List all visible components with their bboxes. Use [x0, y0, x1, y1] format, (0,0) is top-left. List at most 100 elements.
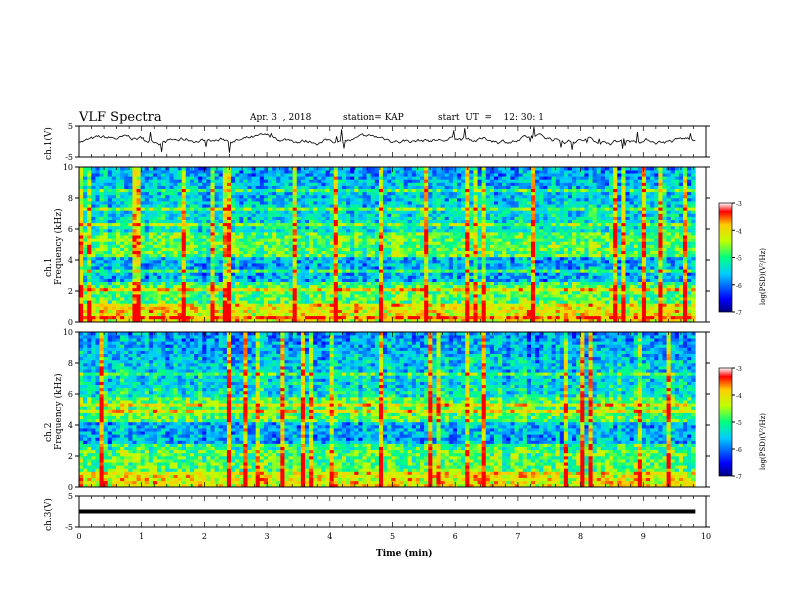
- ch1-spectrogram-cell: [276, 275, 281, 279]
- ch1-spectrogram-cell: [399, 284, 404, 289]
- ch1-spectrogram-cell: [300, 222, 306, 227]
- ch1-spectrogram-cell: [115, 263, 121, 267]
- ch1-spectrogram-cell: [251, 287, 256, 292]
- ch1-spectrogram-cell: [415, 256, 421, 261]
- ch1-spectrogram-cell: [346, 213, 351, 217]
- ch1-spectrogram-cell: [91, 179, 96, 183]
- ch1-spectrogram-cell: [103, 263, 109, 267]
- ch1-spectrogram-cell: [157, 179, 162, 183]
- ch1-spectrogram-cell: [444, 250, 450, 255]
- ch1-spectrogram-cell: [403, 250, 409, 255]
- ch1-spectrogram-cell: [161, 278, 166, 282]
- ch1-spectrogram-cell: [370, 201, 376, 205]
- ch1-spectrogram-cell: [284, 244, 289, 248]
- ch1-spectrogram-cell: [268, 235, 273, 239]
- ch1-spectrogram-cell: [469, 287, 474, 292]
- ch1-spectrogram-cell: [337, 241, 343, 245]
- ch1-spectrogram-cell: [461, 306, 466, 310]
- ch1-spectrogram-cell: [457, 201, 462, 205]
- ch1-spectrogram-cell: [136, 244, 141, 248]
- ch1-spectrogram-cell: [288, 291, 293, 295]
- ch1-spectrogram-cell: [185, 250, 191, 255]
- ch1-spectrogram-cell: [226, 173, 232, 177]
- ch1-spectrogram-cell: [296, 250, 302, 255]
- ch1-spectrogram-cell: [292, 281, 298, 286]
- ch1-spectrogram-cell: [132, 191, 137, 196]
- ch1-spectrogram-cell: [432, 232, 437, 236]
- ch1-spectrogram-cell: [161, 207, 166, 211]
- ch1-spectrogram-cell: [304, 244, 310, 248]
- ch1-spectrogram-cell: [272, 216, 277, 220]
- ch1-spectrogram-cell: [226, 291, 232, 295]
- ch1-spectrogram-cell: [103, 244, 109, 248]
- ch1-spectrogram-cell: [218, 303, 224, 307]
- ch1-spectrogram-cell: [473, 179, 478, 183]
- ch1-spectrogram-cell: [210, 272, 215, 276]
- ch1-spectrogram-cell: [391, 266, 396, 270]
- ch1-spectrogram-cell: [317, 266, 322, 270]
- ch1-spectrogram-cell: [424, 275, 429, 279]
- ch1-spectrogram-cell: [218, 173, 224, 177]
- ch1-spectrogram-cell: [436, 250, 441, 255]
- ch1-spectrogram-cell: [124, 291, 129, 295]
- ch1-spectrogram-cell: [465, 287, 470, 292]
- ch1-spectrogram-cell: [210, 244, 215, 248]
- ch1-spectrogram-cell: [231, 269, 236, 273]
- ch1-spectrogram-cell: [444, 291, 450, 295]
- ch1-spectrogram-cell: [124, 256, 129, 261]
- ch1-spectrogram-cell: [362, 179, 367, 183]
- ch1-spectrogram-cell: [292, 170, 298, 174]
- ch1-spectrogram-cell: [161, 315, 166, 320]
- ch1-spectrogram-cell: [132, 272, 137, 276]
- ch1-spectrogram-cell: [185, 275, 191, 279]
- ch1-spectrogram-cell: [313, 238, 318, 242]
- ch1-spectrogram-cell: [161, 229, 166, 233]
- ch1-spectrogram-cell: [432, 182, 437, 186]
- ch1-spectrogram-cell: [83, 198, 88, 202]
- ch1-spectrogram-cell: [115, 198, 121, 202]
- ch1-spectrogram-cell: [420, 225, 425, 230]
- ch1-spectrogram-cell: [448, 188, 454, 193]
- ch1-spectrogram-cell: [243, 173, 248, 177]
- ch1-spectrogram-cell: [341, 188, 347, 193]
- ch1-spectrogram-cell: [296, 281, 302, 286]
- ch1-spectrogram-cell: [79, 312, 84, 317]
- ch1-spectrogram-cell: [144, 256, 150, 261]
- ch1-spectrogram-cell: [198, 204, 203, 208]
- ch1-spectrogram-cell: [403, 272, 409, 276]
- ch1-spectrogram-cell: [325, 182, 330, 186]
- ch1-spectrogram-cell: [157, 216, 162, 220]
- ch1-spectrogram-cell: [374, 253, 380, 258]
- ch1-spectrogram-cell: [333, 201, 339, 205]
- ch1-spectrogram-cell: [317, 229, 322, 233]
- ch1-spectrogram-cell: [411, 272, 417, 276]
- ch1-spectrogram-cell: [222, 219, 228, 224]
- ch1-spectrogram-cell: [185, 185, 191, 189]
- ch1-spectrogram-cell: [366, 263, 372, 267]
- ch1-spectrogram-cell: [83, 244, 88, 248]
- ch1-spectrogram-cell: [259, 216, 265, 220]
- ch1-spectrogram-cell: [440, 225, 445, 230]
- ch1-spectrogram-cell: [148, 312, 154, 317]
- ch1-spectrogram-cell: [366, 300, 372, 304]
- ch1-spectrogram-cell: [251, 275, 256, 279]
- ch1-spectrogram-cell: [473, 294, 478, 298]
- ch1-spectrogram-cell: [432, 238, 437, 242]
- ch1-spectrogram-cell: [317, 232, 322, 236]
- ch1-spectrogram-cell: [148, 225, 154, 230]
- ch1-spectrogram-cell: [461, 232, 466, 236]
- ch1-spectrogram-cell: [362, 272, 367, 276]
- ch1-spectrogram-cell: [120, 275, 125, 279]
- ch1-spectrogram-cell: [87, 173, 92, 177]
- ch1-spectrogram-cell: [391, 222, 396, 227]
- ch1-spectrogram-cell: [235, 312, 240, 317]
- ch1-spectrogram-cell: [173, 303, 178, 307]
- ch1-spectrogram-cell: [263, 194, 269, 199]
- ch1-spectrogram-cell: [354, 241, 359, 245]
- ch1-spectrogram-cell: [226, 238, 232, 242]
- ch1-spectrogram-cell: [333, 256, 339, 261]
- ch1-spectrogram-cell: [136, 210, 141, 214]
- ch1-spectrogram-cell: [124, 222, 129, 227]
- ch1-spectrogram-cell: [304, 281, 310, 286]
- ch1-spectrogram-cell: [272, 272, 277, 276]
